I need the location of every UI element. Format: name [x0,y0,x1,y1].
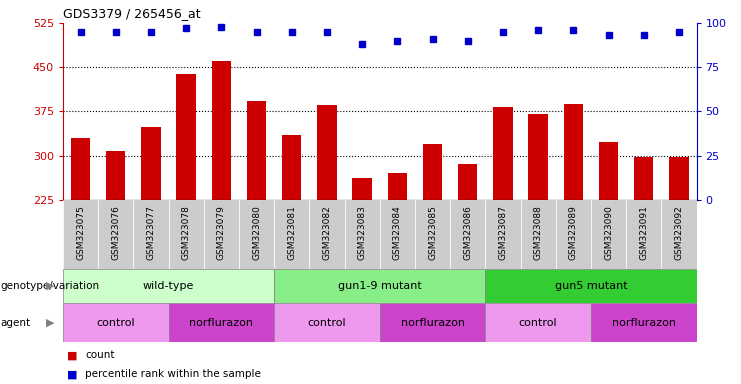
Text: norflurazon: norflurazon [190,318,253,328]
Bar [485,200,520,269]
Bar [212,61,231,200]
Bar [379,303,485,342]
Bar [379,200,415,269]
Text: GDS3379 / 265456_at: GDS3379 / 265456_at [63,7,201,20]
Bar [458,164,477,200]
Text: GSM323076: GSM323076 [111,205,120,260]
Text: GSM323085: GSM323085 [428,205,437,260]
Text: genotype/variation: genotype/variation [0,281,99,291]
Text: norflurazon: norflurazon [401,318,465,328]
Bar [176,74,196,200]
Bar [133,200,168,269]
Text: GSM323077: GSM323077 [147,205,156,260]
Bar [168,303,274,342]
Text: GSM323081: GSM323081 [288,205,296,260]
Bar [388,173,407,200]
Text: count: count [85,350,115,360]
Bar [274,200,309,269]
Bar [556,200,591,269]
Text: GSM323079: GSM323079 [217,205,226,260]
Bar [485,269,697,303]
Text: GSM323075: GSM323075 [76,205,85,260]
Bar [520,200,556,269]
Bar [485,303,591,342]
Text: norflurazon: norflurazon [612,318,676,328]
Text: GSM323086: GSM323086 [463,205,472,260]
Text: ▶: ▶ [46,318,54,328]
Bar [247,101,266,200]
Bar [626,200,661,269]
Text: gun1-9 mutant: gun1-9 mutant [338,281,422,291]
Text: GSM323078: GSM323078 [182,205,190,260]
Text: GSM323092: GSM323092 [674,205,683,260]
Text: GSM323091: GSM323091 [639,205,648,260]
Bar [669,157,688,200]
Bar [63,200,98,269]
Bar [423,144,442,200]
Text: GSM323090: GSM323090 [604,205,613,260]
Text: agent: agent [0,318,30,328]
Text: GSM323087: GSM323087 [499,205,508,260]
Bar [528,114,548,200]
Bar [564,104,583,200]
Bar [63,269,274,303]
Bar [450,200,485,269]
Text: GSM323089: GSM323089 [569,205,578,260]
Bar [591,303,697,342]
Bar [599,142,618,200]
Bar [494,107,513,200]
Bar [310,200,345,269]
Bar [71,138,90,200]
Text: ■: ■ [67,350,77,360]
Bar [274,269,485,303]
Bar [591,200,626,269]
Bar [317,106,336,200]
Bar [168,200,204,269]
Bar [106,151,125,200]
Bar [661,200,697,269]
Bar [142,127,161,200]
Bar [63,303,169,342]
Text: control: control [308,318,346,328]
Text: GSM323082: GSM323082 [322,205,331,260]
Bar [353,178,372,200]
Text: GSM323080: GSM323080 [252,205,261,260]
Text: ▶: ▶ [46,281,54,291]
Bar [282,135,302,200]
Text: GSM323088: GSM323088 [534,205,542,260]
Text: control: control [96,318,135,328]
Text: GSM323084: GSM323084 [393,205,402,260]
Bar [204,200,239,269]
Bar [345,200,379,269]
Bar [634,157,654,200]
Bar [274,303,379,342]
Text: control: control [519,318,557,328]
Bar [98,200,133,269]
Text: wild-type: wild-type [143,281,194,291]
Bar [415,200,450,269]
Text: gun5 mutant: gun5 mutant [554,281,628,291]
Text: GSM323083: GSM323083 [358,205,367,260]
Bar [239,200,274,269]
Text: percentile rank within the sample: percentile rank within the sample [85,369,261,379]
Text: ■: ■ [67,369,77,379]
